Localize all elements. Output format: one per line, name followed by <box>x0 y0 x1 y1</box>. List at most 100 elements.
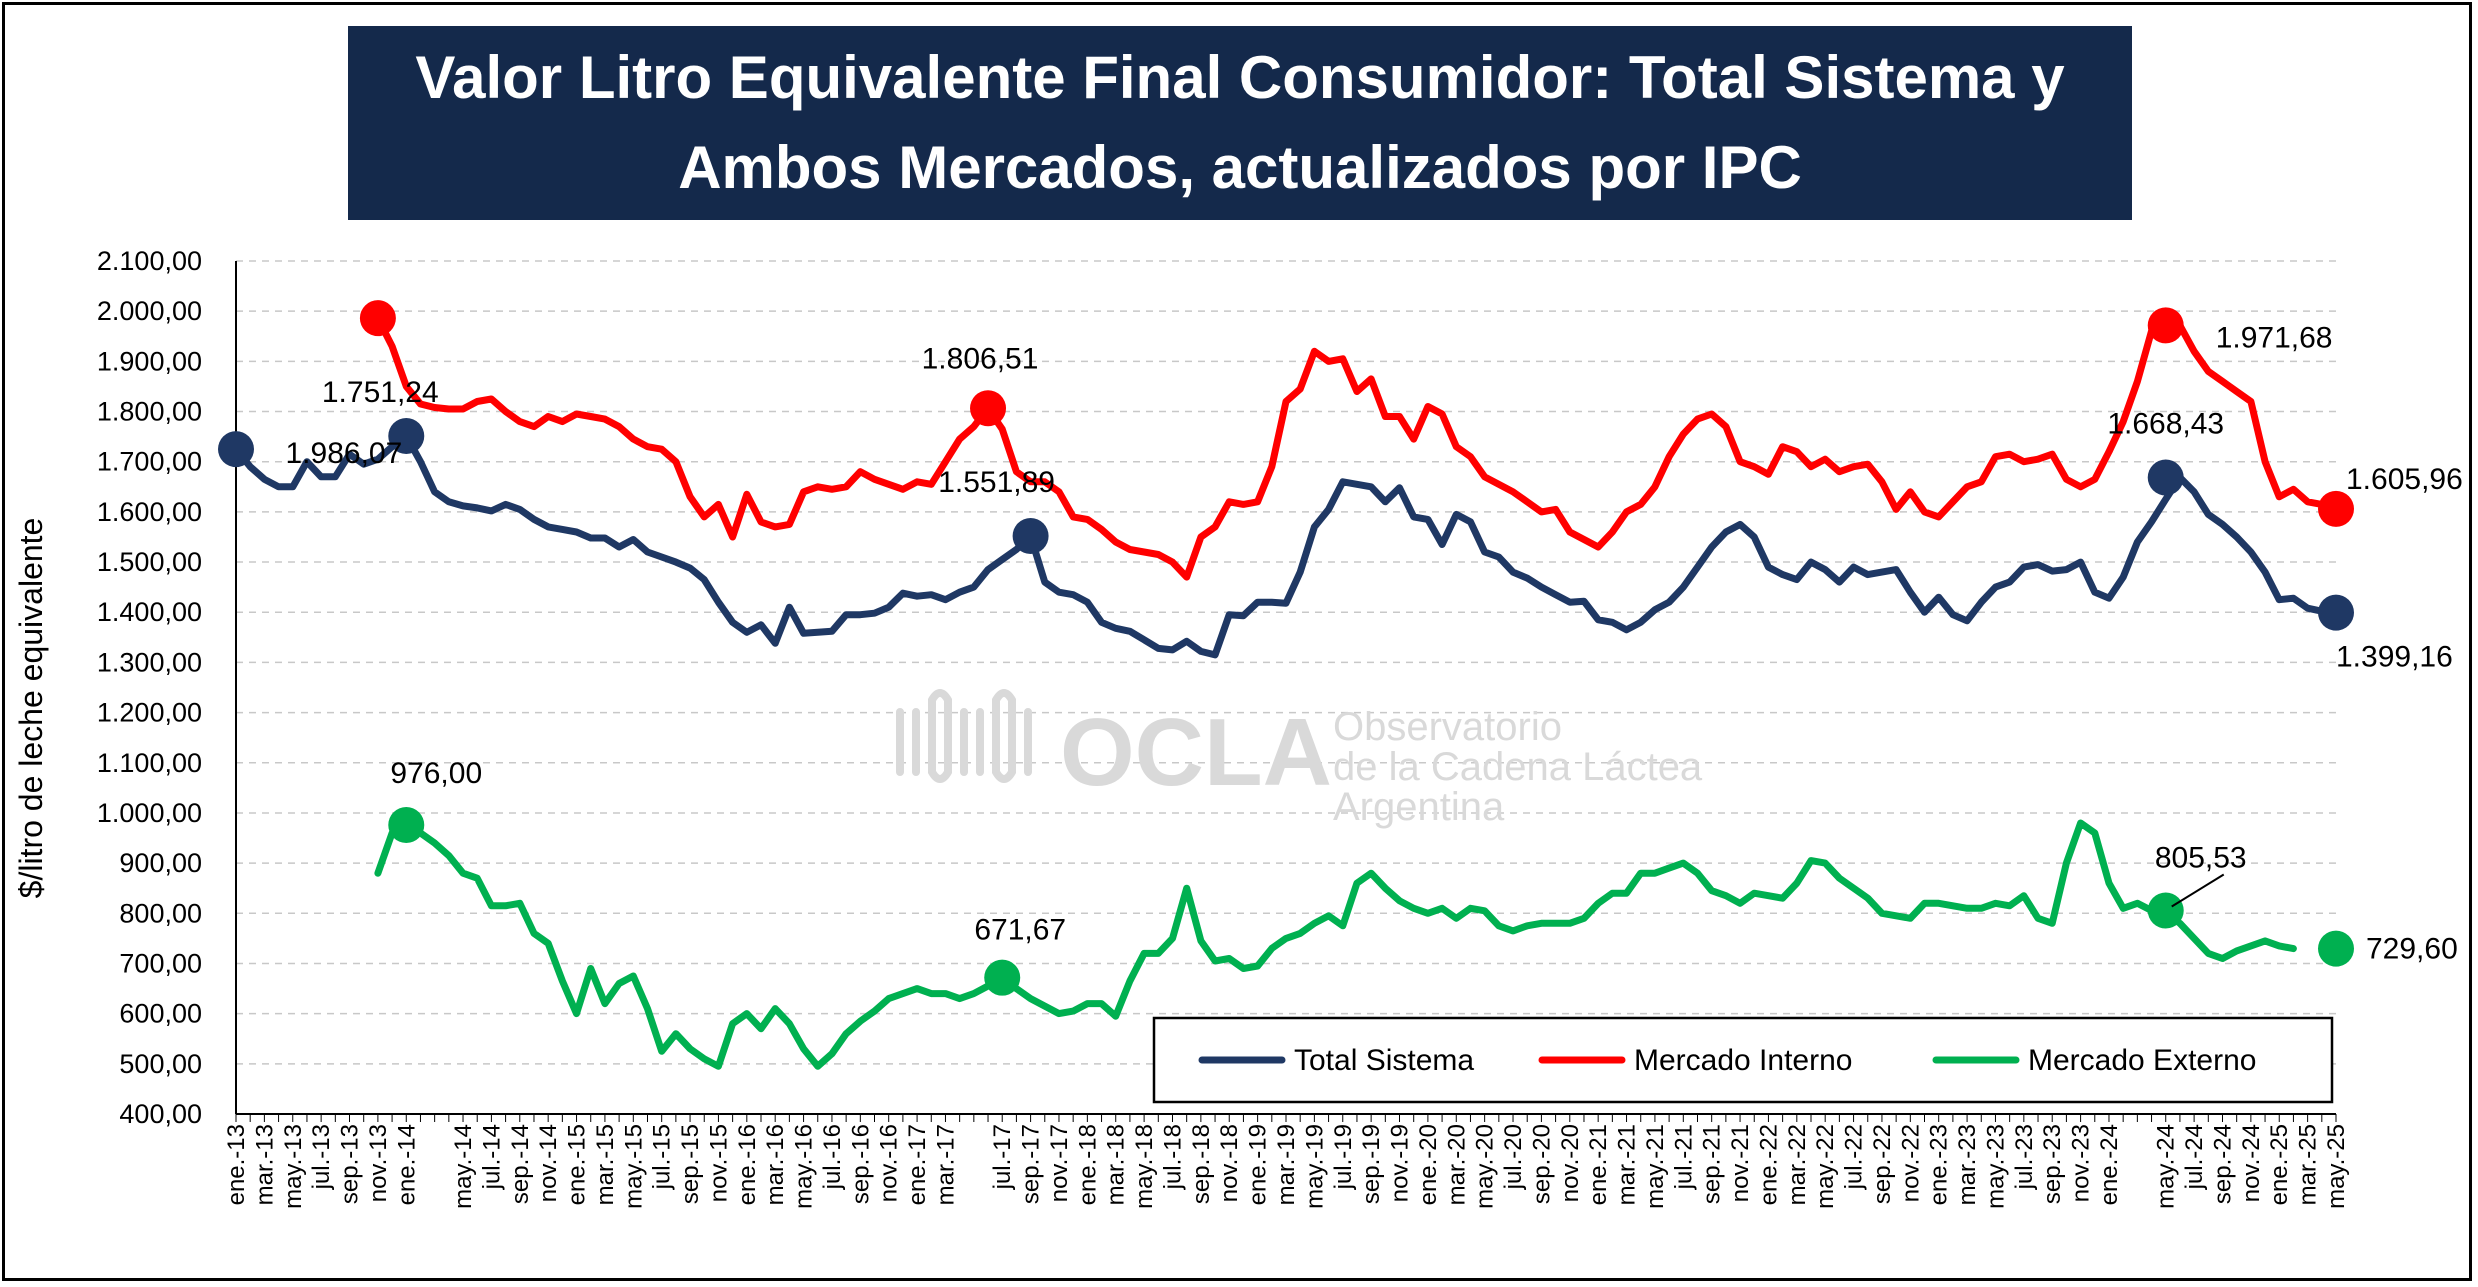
x-tick-label: sep.-20 <box>1528 1124 1555 1204</box>
x-tick-label: sep.-22 <box>1869 1124 1896 1204</box>
data-label: 1.551,89 <box>938 466 1055 499</box>
y-tick-label: 500,00 <box>119 1049 202 1079</box>
x-tick-label: ene.-17 <box>904 1124 931 1205</box>
y-tick-label: 1.800,00 <box>97 397 202 427</box>
x-tick-label: mar.-19 <box>1273 1124 1300 1205</box>
x-tick-label: mar.-16 <box>762 1124 789 1205</box>
x-tick-label: ene.-24 <box>2096 1124 2123 1205</box>
x-tick-label: sep.-14 <box>507 1124 534 1204</box>
ocla-logo-icon <box>896 689 1032 783</box>
x-tick-label: mar.-17 <box>932 1124 959 1205</box>
y-tick-label: 2.100,00 <box>97 246 202 276</box>
y-tick-label: 1.900,00 <box>97 346 202 376</box>
data-marker <box>2318 594 2354 631</box>
data-label: 1.986,07 <box>286 437 403 470</box>
x-tick-label: ene.-18 <box>1074 1124 1101 1205</box>
x-tick-label: mar.-21 <box>1614 1124 1641 1205</box>
y-tick-label: 2.000,00 <box>97 296 202 326</box>
x-tick-label: sep.-13 <box>337 1124 364 1204</box>
x-tick-label: may.-23 <box>1982 1124 2009 1209</box>
y-tick-labels: 400,00 500,00 600,00 700,00 800,00 900,00 1.00… <box>97 246 202 1129</box>
watermark: OCLA Observatorio de la Cadena Láctea Ar… <box>896 689 1703 829</box>
x-tick-label: sep.-17 <box>1018 1124 1045 1204</box>
x-tick-label: jul.-21 <box>1670 1124 1697 1190</box>
watermark-line2: de la Cadena Láctea <box>1333 745 1703 789</box>
x-tick-label: ene.-15 <box>564 1124 591 1205</box>
x-tick-label: ene.-25 <box>2266 1124 2293 1205</box>
y-axis-title: $/litro de leche equivalente <box>13 518 49 899</box>
x-tick-label: sep.-18 <box>1188 1124 1215 1204</box>
x-tick-label: may.-22 <box>1812 1124 1839 1209</box>
data-labels: 1.986,07 1.751,24 1.806,51 1.551,89 1.971,68… <box>286 321 2463 965</box>
x-tick-label: jul.-23 <box>2011 1124 2038 1190</box>
x-tick-label: nov.-13 <box>365 1124 392 1202</box>
x-tick-label: mar.-22 <box>1784 1124 1811 1205</box>
x-tick-label: mar.-13 <box>251 1124 278 1205</box>
x-tick-label: may.-24 <box>2153 1124 2180 1209</box>
x-tick-label: jul.-18 <box>1159 1124 1186 1190</box>
y-tick-label: 1.600,00 <box>97 497 202 527</box>
series-line-mercado-externo <box>374 819 2297 1070</box>
x-tick-label: jul.-22 <box>1841 1124 1868 1190</box>
x-tick-label: nov.-19 <box>1387 1124 1414 1202</box>
y-tick-label: 1.000,00 <box>97 798 202 828</box>
x-tick-label: may.-16 <box>791 1124 818 1209</box>
data-markers <box>218 300 2354 996</box>
x-tick-label: may.-20 <box>1472 1124 1499 1209</box>
x-tick-label: nov.-16 <box>876 1124 903 1202</box>
x-tick-label: sep.-21 <box>1699 1124 1726 1204</box>
legend-box <box>1152 1016 2334 1104</box>
x-tick-label: ene.-23 <box>1926 1124 1953 1205</box>
x-tick-label: jul.-19 <box>1330 1124 1357 1190</box>
x-tick-label: mar.-20 <box>1443 1124 1470 1205</box>
data-marker <box>2318 930 2354 967</box>
label-leader-line <box>2171 873 2225 908</box>
watermark-line1: Observatorio <box>1333 705 1562 749</box>
legend-label: Mercado Interno <box>1634 1044 1852 1077</box>
legend-label: Mercado Externo <box>2028 1044 2256 1077</box>
x-tick-label: nov.-20 <box>1557 1124 1584 1202</box>
x-tick-label: ene.-20 <box>1415 1124 1442 1205</box>
x-tick-label: sep.-15 <box>677 1124 704 1204</box>
watermark-line3: Argentina <box>1333 785 1505 829</box>
x-tick-label: jul.-15 <box>649 1124 676 1190</box>
ocla-logo-mark <box>896 689 1032 783</box>
data-marker <box>970 390 1007 427</box>
y-tick-label: 1.700,00 <box>97 447 202 477</box>
x-tick-label: ene.-21 <box>1585 1124 1612 1205</box>
x-tick-label: mar.-23 <box>1954 1124 1981 1205</box>
data-label: 1.605,96 <box>2346 463 2463 496</box>
watermark-brand: OCLA <box>1060 699 1332 806</box>
x-tick-label: ene.-13 <box>223 1124 250 1205</box>
data-marker <box>218 431 254 468</box>
data-label: 1.751,24 <box>322 376 439 409</box>
data-label: 671,67 <box>974 914 1066 947</box>
x-tick-label: nov.-23 <box>2068 1124 2095 1202</box>
series-lines <box>232 314 2340 1070</box>
y-tick-label: 1.400,00 <box>97 597 202 627</box>
x-tick-label: sep.-24 <box>2209 1124 2236 1204</box>
chart-title: Valor Litro Equivalente Final Consumidor… <box>415 44 2065 201</box>
x-tick-label: ene.-19 <box>1245 1124 1272 1205</box>
data-marker <box>984 959 1021 996</box>
x-tick-label: sep.-19 <box>1358 1124 1385 1204</box>
y-tick-label: 700,00 <box>119 948 202 978</box>
x-tick-label: may.-18 <box>1131 1124 1158 1209</box>
x-tick-label: sep.-23 <box>2039 1124 2066 1204</box>
legend: Total Sistema Mercado Interno Mercado Exte… <box>1152 1016 2334 1104</box>
x-tick-label: may.-19 <box>1301 1124 1328 1209</box>
x-tick-label: mar.-25 <box>2295 1124 2322 1205</box>
x-tick-label: nov.-15 <box>705 1124 732 1202</box>
legend-label: Total Sistema <box>1294 1044 1474 1077</box>
x-tick-label: may.-14 <box>450 1124 477 1209</box>
y-tick-label: 600,00 <box>119 999 202 1029</box>
y-tick-label: 1.300,00 <box>97 647 202 677</box>
data-label: 1.399,16 <box>2336 641 2453 674</box>
x-tick-label: mar.-15 <box>592 1124 619 1205</box>
y-tick-label: 1.500,00 <box>97 547 202 577</box>
data-label: 1.668,43 <box>2107 408 2224 441</box>
x-tick-label: ene.-22 <box>1755 1124 1782 1205</box>
x-tick-label: jul.-20 <box>1500 1124 1527 1190</box>
x-tick-label: jul.-13 <box>308 1124 335 1190</box>
